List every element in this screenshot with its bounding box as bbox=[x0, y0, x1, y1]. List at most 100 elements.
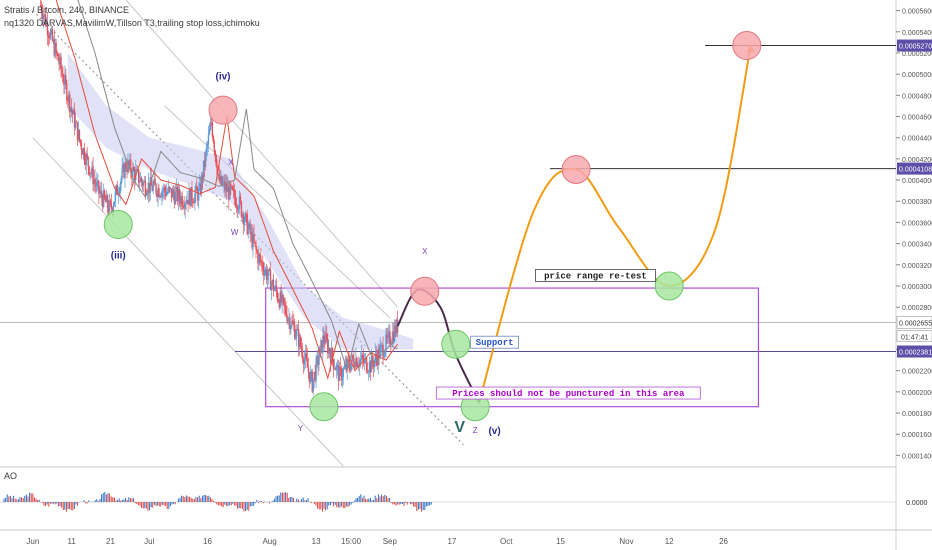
candle-body bbox=[100, 190, 102, 194]
candle-body bbox=[158, 188, 160, 197]
candle-body bbox=[370, 355, 373, 373]
candle-body bbox=[268, 269, 271, 271]
candle-body bbox=[211, 122, 214, 137]
price-tag bbox=[897, 162, 932, 175]
candle-body bbox=[168, 186, 171, 189]
candle-body bbox=[64, 75, 66, 85]
candle-body bbox=[207, 134, 210, 145]
candle-body bbox=[330, 348, 333, 364]
candle-body bbox=[283, 298, 285, 305]
candle-body bbox=[337, 365, 340, 382]
candle-body bbox=[167, 191, 169, 193]
candle-body bbox=[134, 170, 136, 181]
candle-body bbox=[277, 299, 279, 302]
candle-body bbox=[238, 196, 241, 209]
candle-body bbox=[119, 184, 121, 194]
wave-label: X bbox=[422, 247, 428, 256]
price-tag bbox=[897, 345, 932, 358]
candle-body bbox=[76, 122, 79, 141]
candle-body bbox=[240, 201, 243, 217]
candle-body bbox=[107, 207, 110, 212]
candle-body bbox=[205, 147, 208, 153]
candle-body bbox=[331, 348, 334, 360]
x-tick-label: 21 bbox=[106, 537, 115, 546]
candle-body bbox=[50, 29, 53, 33]
candle-body bbox=[112, 205, 115, 212]
candle-body bbox=[327, 339, 329, 354]
candle-body bbox=[382, 344, 384, 358]
y-tick-label: 0.0002200 bbox=[902, 369, 932, 376]
candle-body bbox=[282, 294, 284, 299]
candle-body bbox=[83, 148, 85, 161]
candle-body bbox=[242, 214, 245, 225]
symbol-title: Stratis / Bitcoin, 240, BINANCE bbox=[4, 5, 130, 15]
candle-body bbox=[232, 189, 235, 191]
candle-body bbox=[216, 165, 218, 175]
candle-body bbox=[346, 359, 348, 371]
candle-body bbox=[187, 199, 189, 205]
candle-body bbox=[349, 367, 351, 371]
candle-body bbox=[60, 56, 62, 70]
candle-body bbox=[57, 53, 59, 61]
candle-body bbox=[140, 177, 143, 182]
candle-body bbox=[249, 223, 251, 235]
candle-body bbox=[317, 356, 319, 365]
candle-body bbox=[232, 186, 234, 190]
candle-body bbox=[212, 136, 214, 142]
candle-body bbox=[148, 182, 150, 193]
candle-body bbox=[192, 201, 194, 203]
candle-body bbox=[257, 252, 259, 264]
candle-body bbox=[181, 196, 183, 207]
wave-circle-green bbox=[441, 329, 471, 359]
x-tick-label: 12 bbox=[665, 537, 674, 546]
candle-body bbox=[172, 189, 175, 195]
candle-body bbox=[70, 107, 73, 111]
candle-body bbox=[239, 196, 242, 202]
candle-body bbox=[356, 357, 358, 367]
candle-body bbox=[182, 206, 184, 207]
y-tick-label: 0.0003600 bbox=[902, 220, 932, 227]
candle-body bbox=[326, 333, 328, 340]
x-tick-label: Jul bbox=[144, 537, 154, 546]
candle-body bbox=[359, 360, 361, 366]
candle-body bbox=[386, 334, 388, 338]
candle-body bbox=[247, 227, 249, 235]
candle-body bbox=[285, 306, 287, 315]
candle-body bbox=[116, 184, 118, 196]
x-tick-label: 13 bbox=[312, 537, 321, 546]
candle-body bbox=[125, 162, 127, 169]
candle-body bbox=[133, 166, 135, 171]
candle-body bbox=[221, 176, 223, 186]
y-tick-label: 0.0005400 bbox=[902, 30, 932, 37]
candle-body bbox=[55, 43, 57, 52]
candle-body bbox=[132, 166, 134, 178]
candle-body bbox=[340, 368, 343, 381]
candle-body bbox=[387, 333, 389, 338]
y-tick-label: 0.0004000 bbox=[902, 178, 932, 185]
candle-body bbox=[394, 325, 397, 334]
candle-body bbox=[102, 198, 104, 207]
candle-body bbox=[252, 234, 254, 248]
candle-body bbox=[206, 144, 209, 148]
candle-body bbox=[144, 181, 147, 195]
candle-body bbox=[230, 183, 232, 189]
candle-body bbox=[334, 368, 337, 371]
candle-body bbox=[264, 271, 266, 276]
candle-body bbox=[250, 232, 252, 235]
wave-circle-green bbox=[654, 271, 684, 301]
candle-body bbox=[274, 285, 277, 289]
candle-body bbox=[185, 203, 187, 205]
candle-body bbox=[186, 199, 188, 204]
candle-body bbox=[174, 191, 177, 205]
candle-body bbox=[369, 361, 372, 373]
candle-body bbox=[311, 371, 313, 392]
candle-body bbox=[197, 190, 199, 201]
candle-body bbox=[73, 110, 76, 128]
candle-body bbox=[118, 193, 120, 195]
candle-body bbox=[93, 179, 95, 185]
candle-body bbox=[129, 159, 131, 166]
candle-body bbox=[234, 197, 237, 207]
candle-body bbox=[95, 182, 97, 187]
